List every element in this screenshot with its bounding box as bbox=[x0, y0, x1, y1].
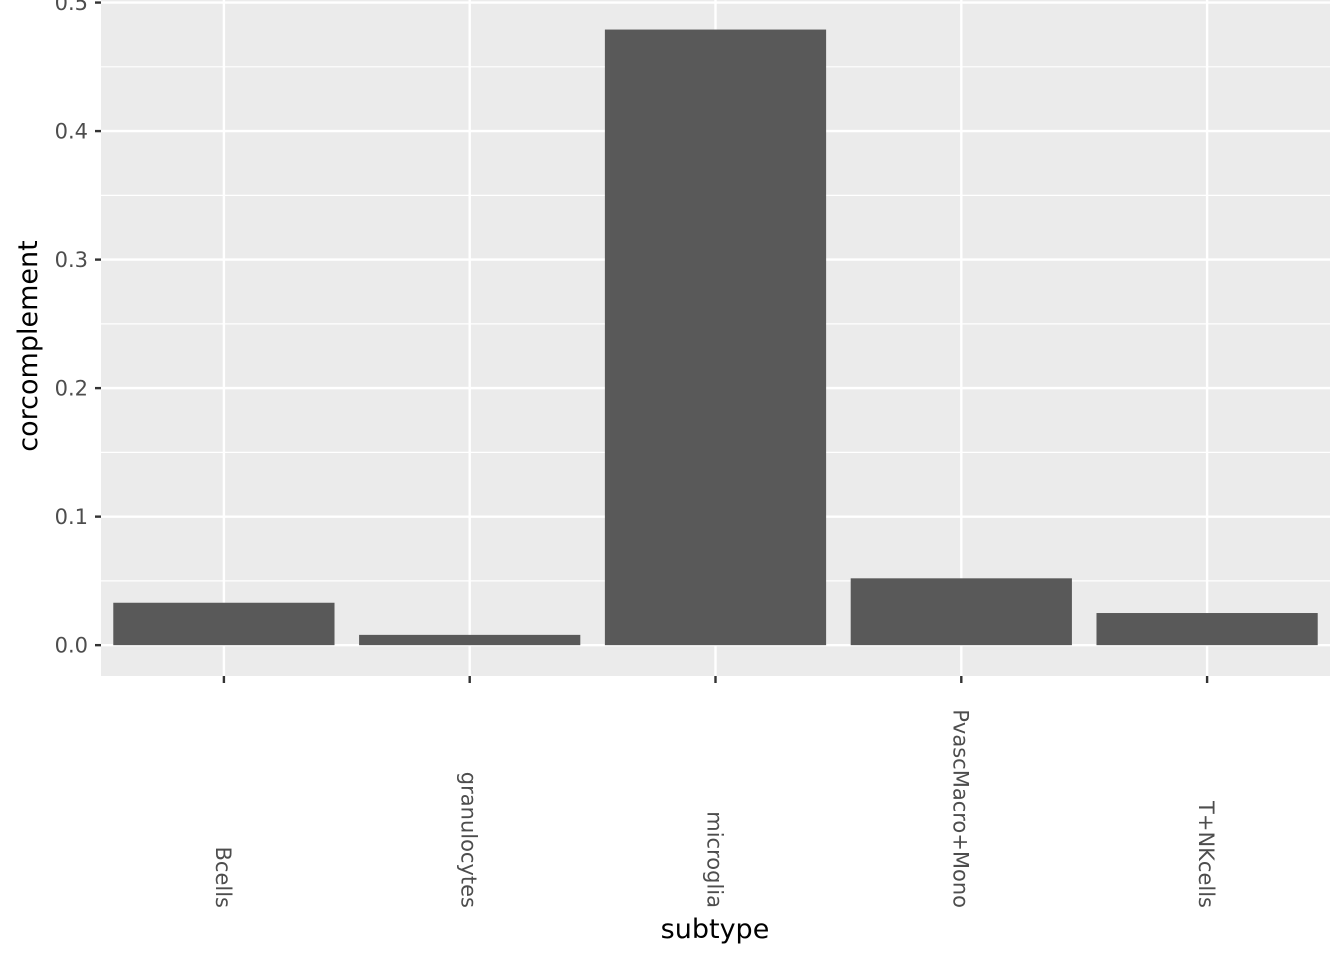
y-axis: 0.0 0.1 0.2 0.3 0.4 0.5 bbox=[55, 0, 101, 658]
bars bbox=[113, 29, 1318, 646]
y-tick-label: 0.5 bbox=[55, 0, 88, 15]
bar bbox=[359, 634, 581, 646]
bar bbox=[113, 602, 335, 646]
x-tick-label: PvascMacro+Mono bbox=[948, 709, 972, 908]
y-tick-label: 0.4 bbox=[55, 120, 88, 144]
y-tick-label: 0.2 bbox=[55, 377, 88, 401]
bar bbox=[604, 29, 827, 646]
x-tick-label: Bcells bbox=[211, 847, 235, 908]
x-tick-label: granulocytes bbox=[457, 772, 481, 908]
x-tick-label: microglia bbox=[703, 811, 727, 908]
bar bbox=[850, 578, 1072, 646]
x-axis-title: subtype bbox=[661, 914, 770, 945]
bar bbox=[1096, 613, 1318, 646]
x-axis: Bcells granulocytes microglia PvascMacro+Mo… bbox=[211, 676, 1218, 908]
y-axis-title: corcomplement bbox=[13, 240, 44, 451]
y-tick-label: 0.1 bbox=[55, 505, 88, 529]
x-tick-label: T+NKcells bbox=[1194, 800, 1218, 908]
y-tick-label: 0.3 bbox=[55, 248, 88, 272]
y-tick-label: 0.0 bbox=[55, 634, 88, 658]
